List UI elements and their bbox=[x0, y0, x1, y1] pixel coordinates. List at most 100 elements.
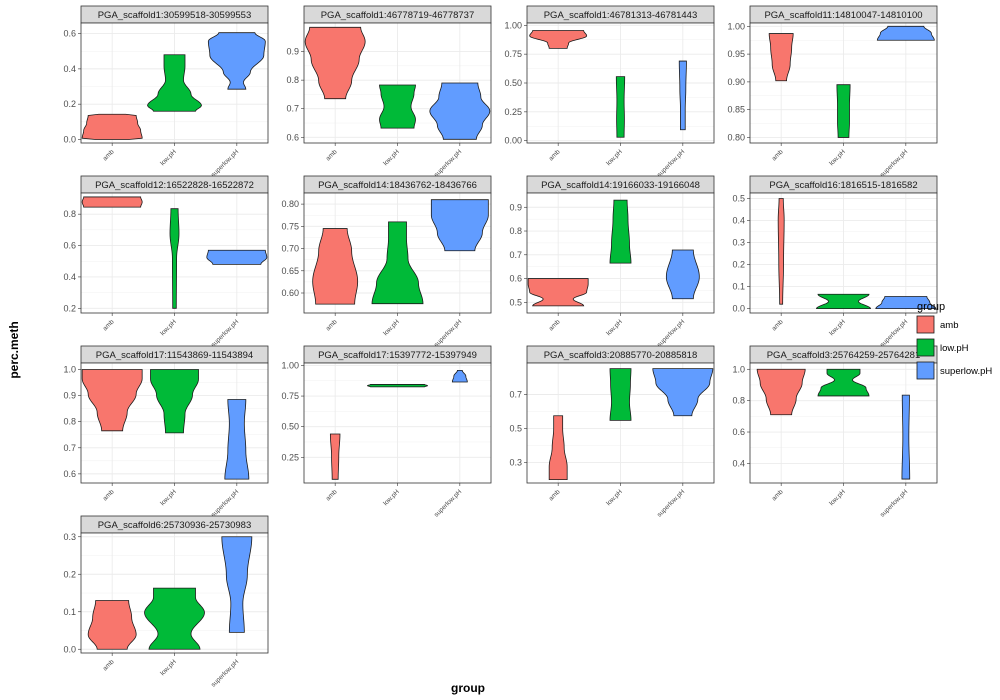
facet-strip-title: PGA_scaffold14:18436762-18436766 bbox=[318, 180, 477, 191]
y-tick-label: 0.2 bbox=[732, 260, 745, 270]
x-tick-label: superlow.pH bbox=[210, 148, 240, 178]
violin-superlow-pH bbox=[665, 249, 700, 300]
y-tick-label: 0.5 bbox=[509, 297, 522, 307]
facet-panel: PGA_scaffold1:30599518-30599553 0.0 0.2 0.4… bbox=[63, 5, 269, 179]
violin-low-pH bbox=[615, 76, 626, 138]
y-tick-label: 0.95 bbox=[727, 49, 745, 59]
y-tick-label: 0.4 bbox=[732, 458, 745, 468]
facet-strip-title: PGA_scaffold16:1816515-1816582 bbox=[769, 180, 917, 191]
y-tick-label: 0.75 bbox=[504, 49, 522, 59]
x-tick-label: low.pH bbox=[159, 318, 178, 337]
violin-low-pH bbox=[836, 84, 851, 138]
violin-low-pH bbox=[367, 384, 428, 388]
facet-panel: PGA_scaffold3:25764259-25764281 0.4 0.6 0.8… bbox=[732, 345, 938, 519]
y-tick-label: 0.4 bbox=[63, 272, 76, 282]
x-tick-label: superlow.pH bbox=[656, 318, 686, 348]
violin-amb bbox=[329, 433, 341, 480]
y-tick-label: 0.9 bbox=[509, 202, 522, 212]
y-axis-title: perc.meth bbox=[7, 321, 21, 378]
y-tick-label: 0.4 bbox=[63, 64, 76, 74]
facet-panel: PGA_scaffold1:46781313-46781443 0.00 0.25 0… bbox=[504, 5, 715, 179]
y-tick-label: 0.25 bbox=[281, 452, 299, 462]
y-tick-label: 0.2 bbox=[63, 303, 76, 313]
legend-key-swatch bbox=[916, 315, 935, 334]
violin-superlow-pH bbox=[224, 399, 250, 480]
facet-strip-title: PGA_scaffold1:46778719-46778737 bbox=[321, 10, 475, 21]
facet-panel: PGA_scaffold12:16522828-16522872 0.2 0.4 0.… bbox=[63, 175, 269, 349]
violin-amb bbox=[548, 415, 568, 480]
x-tick-label: amb bbox=[771, 488, 785, 502]
y-tick-label: 0.25 bbox=[504, 107, 522, 117]
y-tick-label: 0.7 bbox=[286, 104, 299, 114]
violin-superlow-pH bbox=[221, 536, 253, 633]
x-tick-label: superlow.pH bbox=[210, 488, 240, 518]
x-tick-label: amb bbox=[102, 658, 116, 672]
y-tick-label: 0.8 bbox=[509, 226, 522, 236]
y-tick-label: 0.1 bbox=[63, 607, 76, 617]
y-tick-label: 0.6 bbox=[63, 469, 76, 479]
y-tick-label: 0.80 bbox=[727, 132, 745, 142]
legend-key-label: amb bbox=[940, 320, 958, 331]
facet-strip-title: PGA_scaffold17:11543869-11543894 bbox=[96, 350, 253, 361]
y-tick-label: 0.90 bbox=[727, 77, 745, 87]
x-tick-label: amb bbox=[325, 148, 339, 162]
y-tick-label: 0.0 bbox=[63, 134, 76, 144]
violin-superlow-pH bbox=[206, 249, 268, 265]
x-tick-label: amb bbox=[102, 488, 116, 502]
violin-low-pH bbox=[609, 199, 632, 264]
violin-low-pH bbox=[379, 84, 416, 129]
x-tick-label: superlow.pH bbox=[656, 148, 686, 178]
y-tick-label: 0.6 bbox=[286, 132, 299, 142]
x-tick-label: amb bbox=[771, 148, 785, 162]
violin-amb bbox=[81, 196, 143, 208]
facet-panel: PGA_scaffold14:19166033-19166048 0.5 0.6 0.… bbox=[509, 175, 715, 349]
x-tick-label: amb bbox=[771, 318, 785, 332]
x-tick-label: amb bbox=[102, 148, 116, 162]
violin-amb bbox=[81, 113, 143, 140]
y-tick-label: 0.4 bbox=[732, 216, 745, 226]
x-tick-label: superlow.pH bbox=[433, 488, 463, 518]
y-tick-label: 0.50 bbox=[281, 422, 299, 432]
violin-amb bbox=[81, 369, 143, 432]
facet-panel: PGA_scaffold16:1816515-1816582 0.0 0.1 0.2 0… bbox=[732, 175, 938, 349]
x-tick-label: amb bbox=[548, 318, 562, 332]
violin-superlow-pH bbox=[429, 82, 491, 140]
x-tick-label: superlow.pH bbox=[210, 658, 240, 688]
y-tick-label: 0.1 bbox=[732, 282, 745, 292]
y-tick-label: 0.0 bbox=[732, 304, 745, 314]
y-tick-label: 0.65 bbox=[281, 266, 299, 276]
y-tick-label: 0.7 bbox=[63, 443, 76, 453]
violin-superlow-pH bbox=[451, 369, 468, 383]
x-tick-label: superlow.pH bbox=[656, 488, 686, 518]
x-tick-label: amb bbox=[548, 488, 562, 502]
y-tick-label: 0.9 bbox=[63, 391, 76, 401]
violin-low-pH bbox=[144, 587, 205, 650]
facet-strip-title: PGA_scaffold3:20885770-20885818 bbox=[544, 350, 698, 361]
y-tick-label: 0.5 bbox=[732, 194, 745, 204]
facet-panel: PGA_scaffold6:25730936-25730983 0.0 0.1 0.2… bbox=[63, 515, 269, 689]
y-tick-label: 0.6 bbox=[63, 241, 76, 251]
violin-low-pH bbox=[609, 368, 632, 421]
y-tick-label: 0.3 bbox=[63, 532, 76, 542]
facet-strip-title: PGA_scaffold14:19166033-19166048 bbox=[541, 180, 700, 191]
violin-superlow-pH bbox=[875, 296, 937, 309]
y-tick-label: 1.0 bbox=[732, 364, 745, 374]
x-axis-title: group bbox=[451, 681, 485, 695]
violin-superlow-pH bbox=[652, 368, 714, 417]
y-tick-label: 0.8 bbox=[286, 75, 299, 85]
facet-panel: PGA_scaffold14:18436762-18436766 0.60 0.65… bbox=[281, 175, 492, 349]
y-tick-label: 0.9 bbox=[286, 47, 299, 57]
y-tick-label: 1.00 bbox=[504, 20, 522, 30]
facet-strip-title: PGA_scaffold11:14810047-14810100 bbox=[764, 10, 922, 21]
violin-low-pH bbox=[816, 293, 871, 309]
x-tick-label: low.pH bbox=[159, 148, 178, 167]
y-tick-label: 0.8 bbox=[63, 209, 76, 219]
violin-superlow-pH bbox=[430, 199, 489, 252]
violin-low-pH bbox=[169, 208, 180, 309]
facet-strip-title: PGA_scaffold6:25730936-25730983 bbox=[98, 520, 252, 531]
violin-low-pH bbox=[817, 368, 870, 397]
facet-panels: PGA_scaffold1:30599518-30599553 0.0 0.2 0.4… bbox=[63, 5, 938, 689]
x-tick-label: superlow.pH bbox=[433, 318, 463, 348]
y-tick-label: 0.80 bbox=[281, 199, 299, 209]
y-tick-label: 0.6 bbox=[63, 29, 76, 39]
